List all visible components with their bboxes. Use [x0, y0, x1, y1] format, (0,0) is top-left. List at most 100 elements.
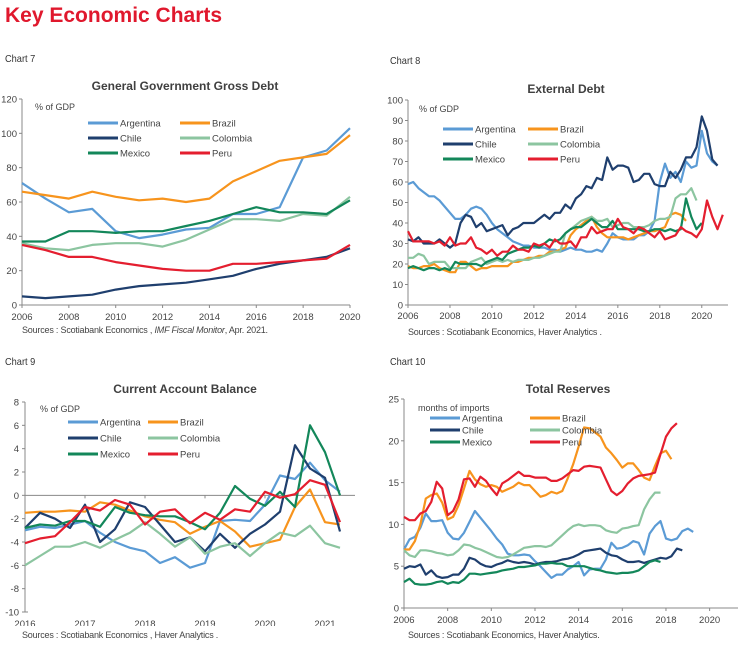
x-tick-label: 2010: [105, 312, 126, 323]
legend-item-colombia: Colombia: [148, 434, 221, 445]
legend-item-colombia: Colombia: [530, 426, 603, 437]
legend: Argentina Brazil Chile Colombia Mexico Peru: [443, 125, 601, 166]
legend-label: Argentina: [100, 418, 141, 429]
y-tick-label: 2: [14, 468, 19, 479]
y-tick-label: 0: [398, 301, 403, 312]
y-tick-label: 70: [392, 157, 403, 168]
x-tick-label: 2012: [523, 311, 544, 322]
y-tick-label: 10: [392, 280, 403, 291]
legend-item-chile: Chile: [443, 140, 497, 151]
y-tick-label: -6: [11, 561, 19, 572]
legend-item-mexico: Mexico: [443, 155, 505, 166]
y-tick-label: 20: [392, 260, 403, 271]
series-line-chile: [24, 444, 342, 553]
x-tick-label: 2017: [74, 619, 95, 626]
x-tick-label: 2014: [199, 312, 220, 323]
legend-item-peru: Peru: [530, 438, 582, 449]
legend-label: Colombia: [562, 426, 603, 437]
legend-item-mexico: Mexico: [88, 149, 150, 160]
y-tick-label: 0: [394, 604, 399, 615]
x-tick-label: 2012: [152, 312, 173, 323]
legend-item-colombia: Colombia: [528, 140, 601, 151]
legend-item-peru: Peru: [180, 149, 232, 160]
chart-10-total-reserves: Total Reserves 0 5 10 15 20 25 2006 2008 2010 2012…: [388, 382, 738, 626]
x-tick-label: 2006: [11, 312, 32, 323]
series-line-chile: [403, 547, 683, 579]
series-line-colombia: [403, 491, 661, 559]
series-line-argentina: [407, 129, 719, 253]
chart-9-label: Chart 9: [5, 356, 36, 368]
x-tick-label: 2006: [393, 615, 414, 626]
x-tick-label: 2018: [293, 312, 314, 323]
x-tick-label: 2020: [699, 615, 720, 626]
legend-item-chile: Chile: [88, 134, 142, 145]
legend-item-argentina: Argentina: [430, 414, 503, 425]
unit-label: % of GDP: [40, 404, 80, 414]
legend-item-brazil: Brazil: [148, 418, 204, 429]
unit-label: months of imports: [418, 403, 490, 413]
y-tick-label: -2: [11, 514, 19, 525]
x-tick-label: 2014: [568, 615, 589, 626]
y-tick-label: 8: [14, 398, 19, 409]
legend-item-mexico: Mexico: [68, 450, 130, 461]
legend-label: Brazil: [560, 125, 584, 136]
legend-label: Colombia: [212, 134, 253, 145]
chart-title: External Debt: [527, 82, 604, 96]
legend: Argentina Brazil Chile Colombia Mexico Peru: [88, 119, 253, 160]
series-line-chile: [21, 247, 351, 300]
series-line-colombia: [24, 521, 341, 567]
y-tick-label: 120: [1, 95, 17, 106]
chart-title: Total Reserves: [526, 382, 611, 396]
chart-10-label: Chart 10: [390, 356, 426, 368]
x-tick-label: 2020: [339, 312, 360, 323]
legend-label: Mexico: [100, 450, 130, 461]
series-line-colombia: [21, 195, 351, 252]
legend-item-mexico: Mexico: [430, 438, 492, 449]
legend-item-peru: Peru: [528, 155, 580, 166]
legend-item-argentina: Argentina: [68, 418, 141, 429]
series-line-peru: [407, 199, 724, 257]
series-line-peru: [403, 422, 678, 522]
legend-label: Argentina: [475, 125, 516, 136]
x-tick-label: 2008: [58, 312, 79, 323]
x-tick-label: 2020: [254, 619, 275, 626]
legend-label: Peru: [212, 149, 232, 160]
x-tick-label: 2008: [437, 615, 458, 626]
chart-7-label: Chart 7: [5, 53, 36, 65]
series-line-mexico: [24, 424, 342, 531]
legend-label: Mexico: [462, 438, 492, 449]
series-line-brazil: [21, 134, 351, 204]
series-line-argentina: [21, 127, 351, 240]
y-tick-label: 10: [388, 520, 399, 531]
y-tick-label: 100: [387, 96, 403, 107]
chart-8-source: Sources : Scotiabank Economics, Haver An…: [408, 327, 602, 337]
y-tick-label: -10: [5, 608, 19, 619]
legend-item-argentina: Argentina: [88, 119, 161, 130]
page-title: Key Economic Charts: [5, 4, 223, 27]
legend-item-brazil: Brazil: [180, 119, 236, 130]
x-tick-label: 2016: [612, 615, 633, 626]
chart-8-external-debt: External Debt 0 10 20 30 40 50 60 70 80 90 100 2006 2…: [387, 82, 728, 322]
chart-10-source: Sources : Scotiabank Economics, Haver An…: [408, 630, 600, 640]
chart-9-source: Sources : Scotiabank Economics , Haver A…: [22, 630, 219, 640]
y-tick-label: 20: [388, 436, 399, 447]
legend-label: Colombia: [180, 434, 221, 445]
legend: Argentina Brazil Chile Colombia Mexico Peru: [430, 414, 603, 449]
x-tick-label: 2020: [691, 311, 712, 322]
x-tick-label: 2010: [481, 615, 502, 626]
x-tick-label: 2016: [246, 312, 267, 323]
legend-label: Chile: [120, 134, 142, 145]
y-tick-label: 30: [392, 239, 403, 250]
legend-label: Mexico: [120, 149, 150, 160]
legend-label: Colombia: [560, 140, 601, 151]
chart-title: Current Account Balance: [113, 382, 257, 396]
x-tick-label: 2018: [655, 615, 676, 626]
x-tick-label: 2006: [397, 311, 418, 322]
x-tick-label: 2012: [524, 615, 545, 626]
y-tick-label: 40: [392, 219, 403, 230]
y-tick-label: 0: [12, 301, 17, 312]
unit-label: % of GDP: [419, 104, 459, 114]
x-tick-label: 2019: [194, 619, 215, 626]
y-tick-label: 25: [388, 395, 399, 406]
x-tick-label: 2016: [607, 311, 628, 322]
